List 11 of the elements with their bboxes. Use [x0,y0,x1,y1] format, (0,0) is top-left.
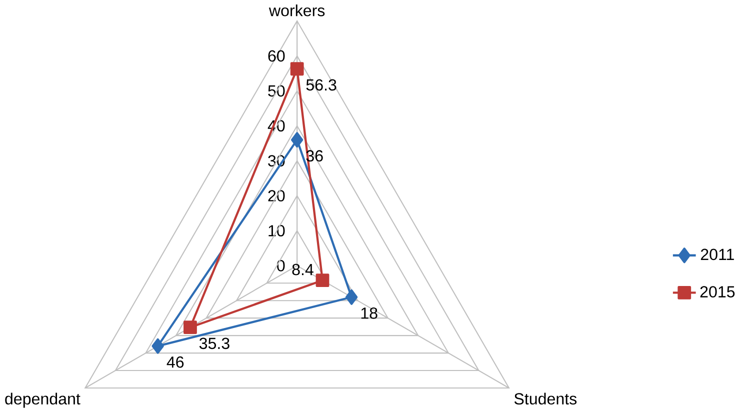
data-label: 18 [361,307,378,319]
spoke-label: workers [268,4,325,16]
data-label: 46 [166,356,184,368]
data-label: 56.3 [306,79,336,91]
legend-label: 2011 [700,248,734,260]
data-label: 8.4 [292,264,314,276]
data-label: 35.3 [199,338,230,349]
spoke-label: dependant [5,392,80,408]
legend-label: 2015 [700,286,735,298]
y-tick-label: 60 [268,50,285,62]
spoke-label: Students [514,392,577,404]
